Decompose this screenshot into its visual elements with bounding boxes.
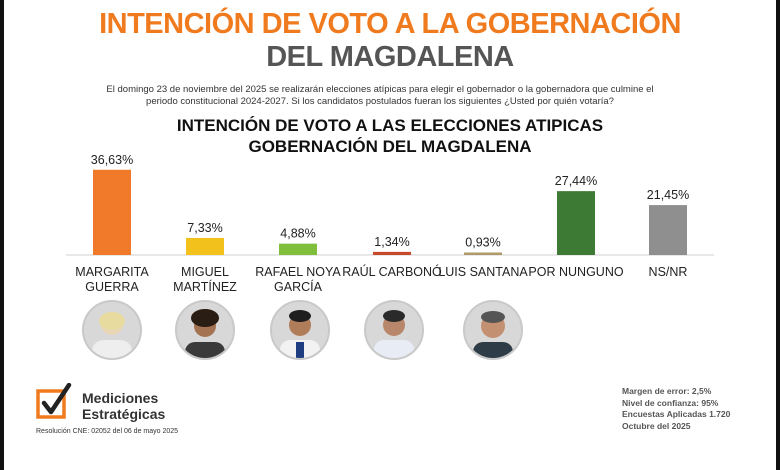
category-label-2-2: MARTÍNEZ [173, 279, 237, 294]
brand-name-line2: Estratégicas [82, 406, 166, 422]
surveys-applied: Encuestas Aplicadas 1.720 [622, 409, 731, 419]
value-label-4: 1,34% [374, 235, 409, 249]
survey-notes: Margen de error: 2,5% Nivel de confianza… [622, 386, 730, 432]
value-label-7: 21,45% [647, 188, 689, 202]
person-icon [92, 312, 132, 358]
value-label-6: 27,44% [555, 174, 597, 188]
brand-name-line1: Mediciones [82, 390, 159, 406]
bar-1 [93, 169, 131, 255]
category-label-3-1: RAFAEL NOYA [255, 265, 341, 279]
person-icon [374, 310, 414, 358]
category-label-2-1: MIGUEL [181, 265, 229, 279]
main-title-line1: INTENCIÓN DE VOTO A LA GOBERNACIÓN [99, 8, 681, 40]
bar-3 [279, 243, 317, 255]
category-label-1-2: GUERRA [85, 280, 139, 294]
margin-of-error: Margen de error: 2,5% [622, 386, 712, 396]
chart-title: INTENCIÓN DE VOTO A LAS ELECCIONES ATIPI… [0, 115, 780, 157]
person-icon [280, 310, 320, 358]
avatar-candidate-4 [364, 300, 424, 360]
avatar-candidate-1 [82, 300, 142, 360]
bar-4 [373, 251, 411, 255]
survey-date: Octubre del 2025 [622, 420, 691, 431]
value-label-5: 0,93% [465, 236, 500, 250]
person-icon [185, 309, 225, 358]
person-icon [473, 311, 513, 358]
main-title-line2: DEL MAGDALENA [266, 41, 514, 73]
category-label-3-2: GARCÍA [274, 279, 323, 294]
category-label-5-1: LUIS SANTANA [438, 265, 528, 279]
bar-2 [186, 237, 224, 255]
avatar-candidate-2 [175, 300, 235, 360]
bar-7 [649, 205, 687, 255]
category-label-1-1: MARGARITA [75, 265, 149, 279]
category-label-4-1: RAÚL CARBONÓ [342, 264, 442, 279]
avatar-candidate-3 [270, 300, 330, 360]
bar-6 [557, 191, 595, 255]
resolution-text: Resolución CNE: 02052 del 06 de mayo 202… [36, 428, 179, 435]
bar-5 [464, 252, 502, 255]
confidence-level: Nivel de confianza: 95% [622, 397, 719, 408]
avatar-candidate-5 [463, 300, 523, 360]
value-label-3: 4,88% [280, 227, 315, 241]
description-text: El domingo 23 de noviembre del 2025 se r… [106, 84, 654, 107]
category-label-7-1: NS/NR [649, 265, 688, 279]
category-label-6-1: POR NUNGUNO [528, 265, 623, 279]
chart-title-line1: INTENCIÓN DE VOTO A LAS ELECCIONES ATIPI… [176, 116, 604, 135]
brand-logo-icon [36, 383, 72, 419]
chart-title-line2: GOBERNACIÓN DEL MAGDALENA [248, 137, 532, 156]
value-label-1: 36,63% [91, 153, 133, 167]
value-label-2: 7,33% [187, 221, 222, 235]
